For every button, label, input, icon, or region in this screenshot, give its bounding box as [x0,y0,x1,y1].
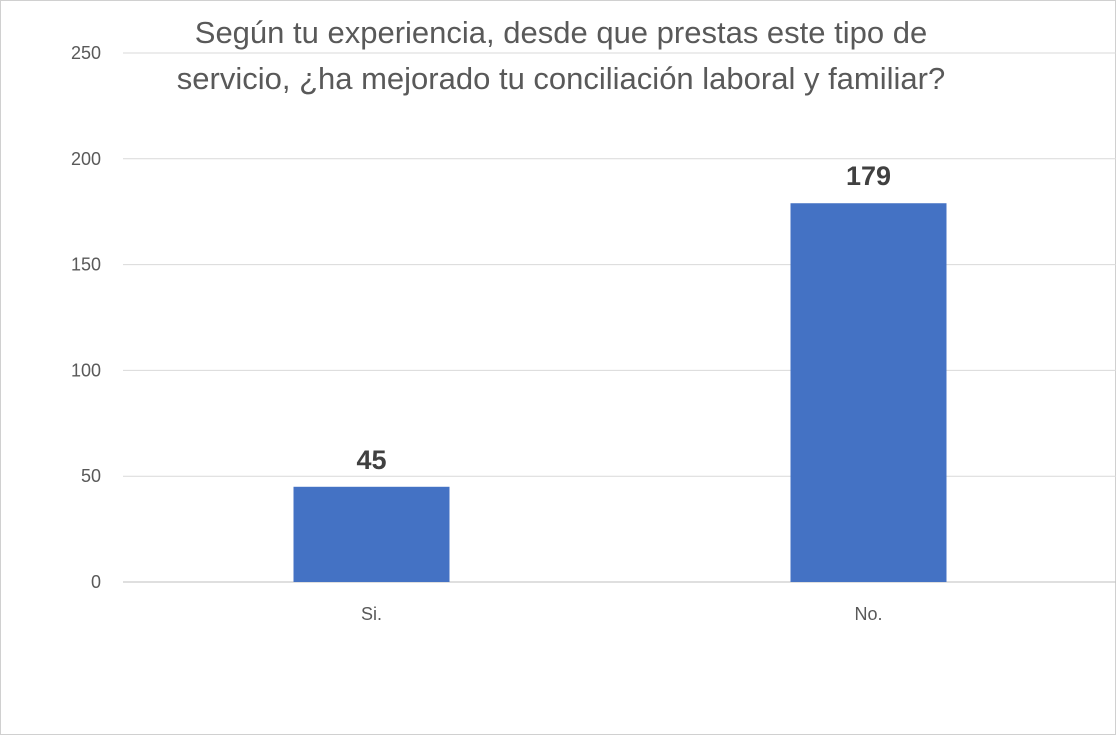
bar [293,486,450,582]
y-tick-label: 50 [81,466,101,486]
y-tick-label: 150 [71,255,101,275]
chart-title-line-1: Según tu experiencia, desde que prestas … [195,15,927,50]
x-axis-category-labels: Si. No. [361,604,883,624]
bar [790,203,947,582]
y-tick-label: 200 [71,149,101,169]
chart-title-line-2: servicio, ¿ha mejorado tu conciliación l… [177,61,945,96]
y-tick-label: 250 [71,43,101,63]
x-category-label: No. [854,604,882,624]
x-category-label: Si. [361,604,382,624]
bars [293,203,947,582]
gridlines [123,52,1116,583]
data-label: 45 [356,445,386,475]
data-labels: 45 179 [356,161,891,475]
y-axis-tick-labels: 0 50 100 150 200 250 [71,43,101,592]
data-label: 179 [846,161,891,191]
y-tick-label: 100 [71,360,101,380]
y-tick-label: 0 [91,572,101,592]
